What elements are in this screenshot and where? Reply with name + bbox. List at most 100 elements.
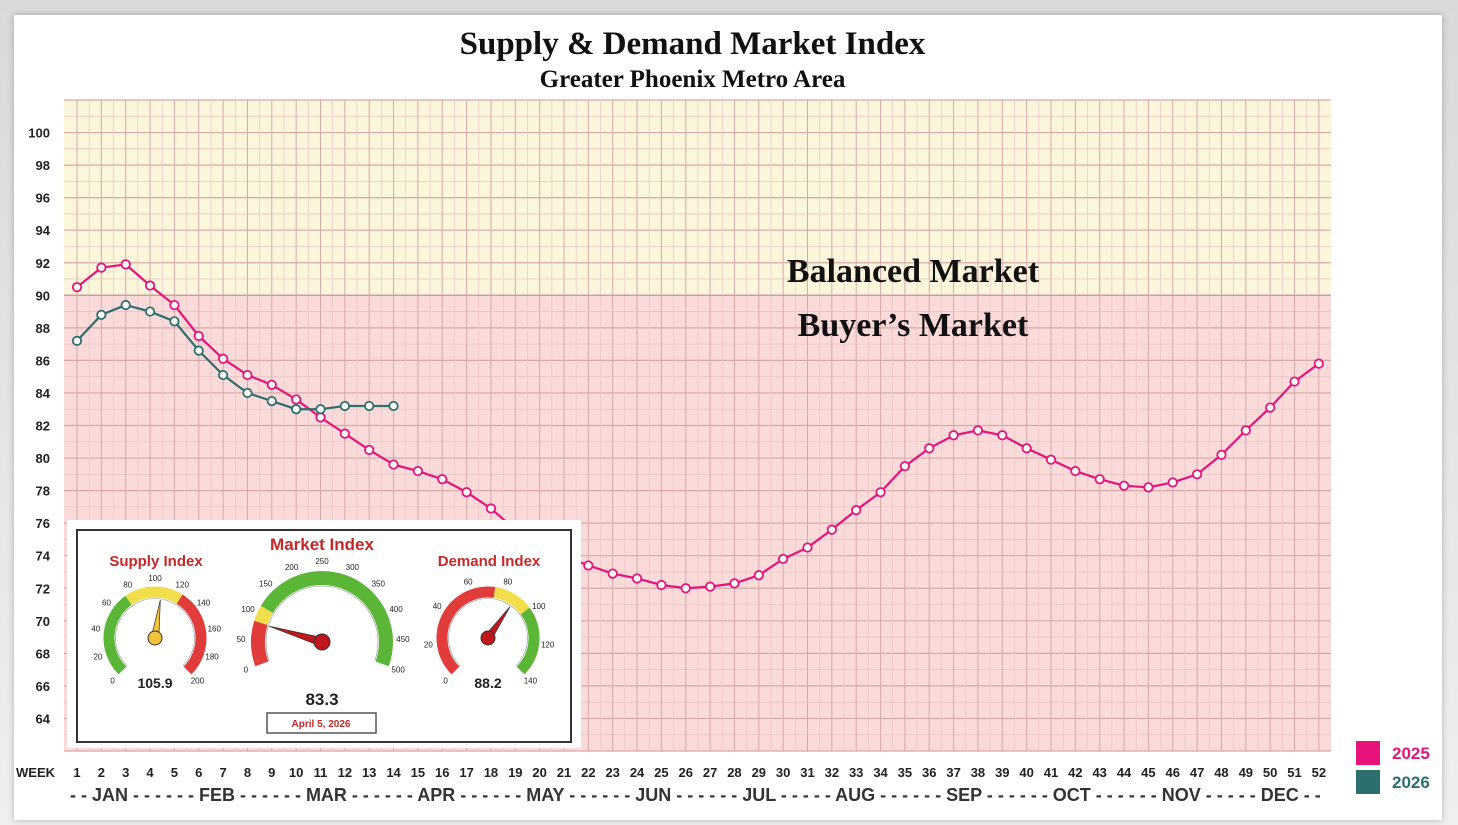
gauge-tick-label: 120 — [176, 581, 190, 590]
x-tick-label: 41 — [1044, 765, 1058, 780]
x-tick-label: 52 — [1312, 765, 1326, 780]
x-tick-label: 51 — [1287, 765, 1301, 780]
x-tick-label: 36 — [922, 765, 936, 780]
x-tick-label: 31 — [800, 765, 814, 780]
gauge-segment — [176, 594, 207, 675]
data-point-2025 — [1192, 469, 1203, 480]
gauge-tick-label: 100 — [241, 605, 255, 614]
chart-subtitle: Greater Phoenix Metro Area — [539, 66, 846, 93]
x-tick-label: 19 — [508, 765, 522, 780]
gauge-tick-label: 200 — [191, 676, 205, 685]
data-point-2025 — [1289, 376, 1300, 387]
x-tick-label: 32 — [825, 765, 839, 780]
data-point-2025 — [193, 330, 204, 342]
legend-label-2025: 2025 — [1392, 744, 1430, 763]
x-tick-label: 42 — [1068, 765, 1082, 780]
data-point-2025 — [291, 394, 302, 405]
data-point-2025 — [704, 581, 716, 592]
x-tick-label: 27 — [703, 765, 717, 780]
y-tick-label: 64 — [36, 711, 51, 726]
x-tick-label: 12 — [338, 765, 352, 780]
month-row: - - JAN - - - - - - FEB - - - - - - MAR … — [70, 785, 1321, 805]
data-point-2025 — [924, 443, 935, 454]
x-tick-label: 15 — [411, 765, 425, 780]
x-tick-label: 45 — [1141, 765, 1155, 780]
demand-index-title: Demand Index — [438, 553, 541, 570]
legend-label-2026: 2026 — [1392, 773, 1430, 792]
y-tick-label: 82 — [36, 419, 50, 434]
data-point-2025 — [1265, 402, 1276, 413]
gauge-tick-label: 60 — [102, 599, 111, 608]
market-index-gauge: Market Index 83.3 April 5, 2026 0 50 100 15… — [237, 535, 410, 734]
gauge-tick-label: 250 — [315, 557, 329, 566]
x-tick-label: 44 — [1117, 765, 1132, 780]
gauge-tick-label: 100 — [148, 574, 162, 583]
y-axis: 64 66 68 70 72 74 76 78 80 82 84 86 88 90 92 94 96 98 100 — [28, 126, 50, 727]
data-point-2025 — [1240, 425, 1251, 436]
x-tick-label: 38 — [971, 765, 985, 780]
data-point-2025 — [169, 299, 180, 311]
data-point-2025 — [1021, 443, 1032, 454]
data-point-2025 — [899, 461, 911, 472]
data-point-2025 — [948, 430, 959, 441]
data-point-2025 — [1070, 465, 1081, 477]
data-point-2026 — [339, 400, 350, 412]
data-point-2025 — [826, 524, 837, 535]
data-point-2025 — [461, 487, 472, 498]
x-tick-label: 1 — [73, 765, 80, 780]
supply-index-title: Supply Index — [109, 553, 203, 570]
buyers-market-label: Buyer’s Market — [798, 307, 1029, 344]
x-tick-label: 8 — [244, 765, 251, 780]
y-tick-label: 76 — [36, 516, 50, 531]
gauge-tick-label: 120 — [541, 641, 555, 650]
data-point-2025 — [315, 412, 326, 423]
data-point-2025 — [1313, 358, 1324, 369]
data-point-2026 — [144, 306, 156, 317]
data-point-2025 — [388, 459, 399, 470]
x-axis-label: WEEK — [16, 765, 56, 780]
chart-title: Supply & Demand Market Index — [459, 26, 926, 62]
gauge-tick-label: 400 — [389, 605, 403, 614]
data-point-2026 — [218, 369, 229, 381]
data-point-2026 — [169, 316, 180, 327]
y-tick-label: 88 — [36, 321, 50, 336]
data-point-2025 — [656, 579, 667, 591]
x-tick-label: 6 — [195, 765, 202, 780]
gauge-tick-label: 300 — [346, 563, 360, 572]
supply-index-gauge: Supply Index 105.9 0 20 40 60 80 100 120 140 160… — [91, 553, 221, 691]
x-tick-label: 25 — [654, 765, 668, 780]
x-tick-label: 47 — [1190, 765, 1204, 780]
data-point-2025 — [1143, 482, 1154, 493]
gauge-tick-label: 450 — [396, 635, 410, 644]
gauge-hub — [147, 630, 163, 646]
y-tick-label: 84 — [36, 386, 51, 401]
x-tick-label: 50 — [1263, 765, 1277, 780]
series-line-2025 — [76, 263, 1320, 590]
x-tick-label: 11 — [314, 765, 328, 780]
data-point-2025 — [144, 280, 156, 291]
data-point-2026 — [193, 345, 204, 356]
x-tick-label: 2 — [98, 765, 105, 780]
x-tick-label: 13 — [362, 765, 376, 780]
gauge-tick-label: 180 — [205, 653, 219, 662]
gauge-hub — [480, 630, 496, 646]
x-tick-label: 37 — [946, 765, 960, 780]
data-point-2025 — [972, 425, 984, 436]
x-tick-label: 33 — [849, 765, 863, 780]
gauge-segment — [260, 571, 393, 667]
gauge-segment — [436, 586, 496, 675]
gauge-tick-label: 100 — [532, 602, 546, 611]
data-point-2026 — [315, 404, 326, 415]
data-point-2026 — [242, 387, 253, 399]
gauge-segment — [125, 586, 183, 606]
data-point-2025 — [437, 474, 448, 485]
y-tick-label: 96 — [36, 191, 50, 206]
y-tick-label: 72 — [36, 581, 50, 596]
x-tick-label: 3 — [122, 765, 129, 780]
data-point-2025 — [1094, 474, 1105, 485]
data-point-2025 — [266, 379, 277, 390]
data-point-2025 — [364, 444, 375, 456]
data-point-2026 — [96, 309, 107, 320]
demand-index-gauge: Demand Index 88.2 0 20 40 60 80 100 120 140 — [424, 553, 555, 691]
x-tick-label: 43 — [1092, 765, 1106, 780]
